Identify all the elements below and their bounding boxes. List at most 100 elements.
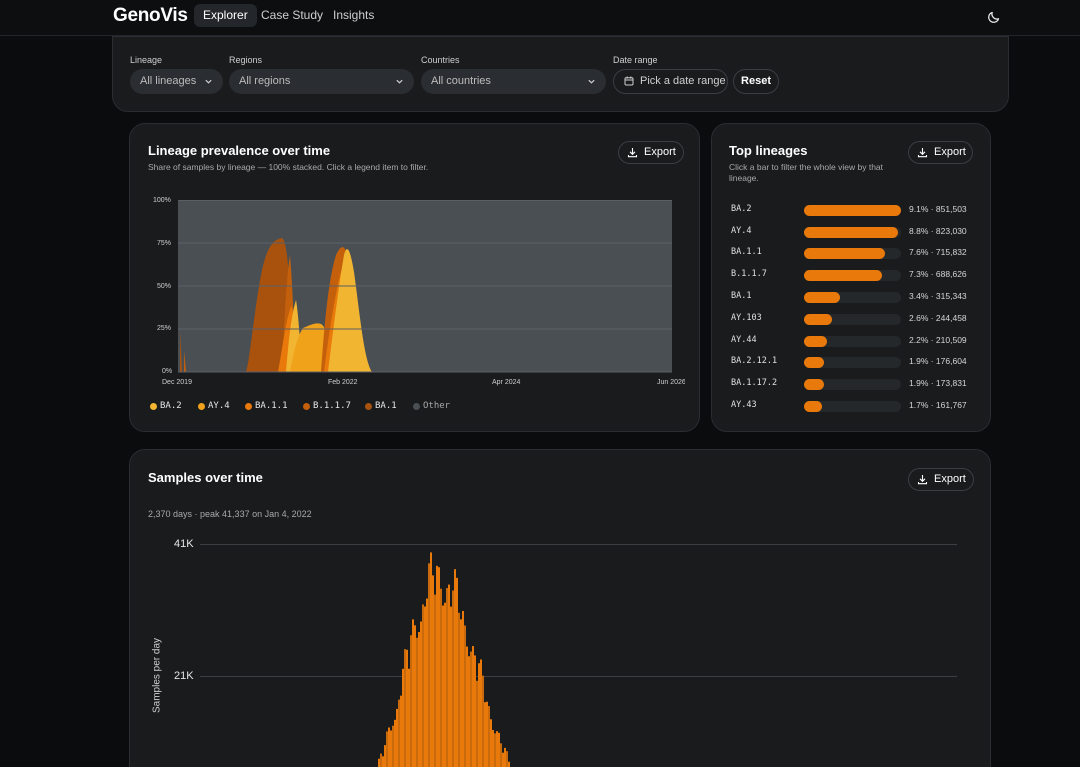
lineage-row[interactable]: AY.103 2.6% · 244,458 bbox=[731, 312, 976, 326]
lineage-row[interactable]: AY.4 8.8% · 823,030 bbox=[731, 225, 976, 239]
samples-bar[interactable] bbox=[470, 651, 472, 767]
samples-bar[interactable] bbox=[380, 753, 382, 767]
samples-bar[interactable] bbox=[496, 731, 498, 767]
samples-bar[interactable] bbox=[410, 635, 412, 767]
countries-select[interactable]: All countries bbox=[421, 69, 606, 94]
samples-bar[interactable] bbox=[400, 695, 402, 767]
samples-bar[interactable] bbox=[450, 606, 452, 767]
samples-bar[interactable] bbox=[460, 619, 462, 767]
top-lineages-export-button[interactable]: Export bbox=[908, 141, 973, 164]
samples-bar[interactable] bbox=[390, 730, 392, 767]
samples-bar[interactable] bbox=[384, 745, 386, 767]
lineage-value: 2.6% · 244,458 bbox=[909, 313, 967, 323]
samples-bar[interactable] bbox=[486, 701, 488, 767]
samples-bar[interactable] bbox=[392, 725, 394, 767]
samples-bar[interactable] bbox=[414, 625, 416, 767]
samples-bar[interactable] bbox=[424, 606, 426, 767]
date-range-picker[interactable]: Pick a date range bbox=[613, 69, 728, 94]
lineage-row[interactable]: BA.1 3.4% · 315,343 bbox=[731, 290, 976, 304]
legend-item-ba2[interactable]: BA.2 bbox=[150, 401, 182, 412]
samples-bar[interactable] bbox=[478, 663, 480, 767]
samples-bar[interactable] bbox=[468, 656, 470, 767]
lineage-row[interactable]: BA.1.1 7.6% · 715,832 bbox=[731, 246, 976, 260]
lineage-row[interactable]: BA.1.17.2 1.9% · 173,831 bbox=[731, 377, 976, 391]
samples-bar[interactable] bbox=[404, 649, 406, 767]
samples-bar[interactable] bbox=[408, 668, 410, 767]
samples-bar[interactable] bbox=[412, 619, 414, 767]
samples-bar[interactable] bbox=[504, 747, 506, 767]
samples-bar[interactable] bbox=[490, 719, 492, 767]
legend-item-ba1[interactable]: BA.1 bbox=[365, 401, 397, 412]
samples-bar[interactable] bbox=[416, 637, 418, 767]
samples-bar[interactable] bbox=[438, 567, 440, 767]
samples-bar[interactable] bbox=[396, 708, 398, 767]
tab-explorer[interactable]: Explorer bbox=[194, 4, 257, 27]
samples-bar[interactable] bbox=[402, 668, 404, 767]
samples-bar[interactable] bbox=[476, 680, 478, 767]
samples-bar[interactable] bbox=[494, 733, 496, 767]
lineage-row[interactable]: AY.43 1.7% · 161,767 bbox=[731, 399, 976, 413]
samples-bar[interactable] bbox=[508, 761, 510, 767]
samples-bar[interactable] bbox=[398, 699, 400, 767]
regions-select[interactable]: All regions bbox=[229, 69, 414, 94]
samples-bar[interactable] bbox=[440, 588, 442, 767]
samples-bar[interactable] bbox=[492, 730, 494, 767]
tab-case-study[interactable]: Case Study bbox=[261, 8, 324, 22]
samples-bar[interactable] bbox=[434, 594, 436, 767]
samples-bar[interactable] bbox=[502, 752, 504, 767]
samples-bar[interactable] bbox=[442, 605, 444, 767]
samples-export-button[interactable]: Export bbox=[908, 468, 974, 491]
samples-bar[interactable] bbox=[472, 646, 474, 767]
samples-bar[interactable] bbox=[388, 727, 390, 767]
samples-bar[interactable] bbox=[378, 758, 380, 767]
samples-bar[interactable] bbox=[462, 610, 464, 767]
samples-bar[interactable] bbox=[456, 577, 458, 767]
samples-bar[interactable] bbox=[406, 649, 408, 767]
samples-bar[interactable] bbox=[436, 565, 438, 767]
samples-bar[interactable] bbox=[500, 743, 502, 767]
reset-button[interactable]: Reset bbox=[733, 69, 779, 94]
lineage-name: B.1.1.7 bbox=[731, 269, 767, 279]
samples-bar[interactable] bbox=[420, 621, 422, 767]
samples-bar[interactable] bbox=[454, 569, 456, 767]
samples-bar[interactable] bbox=[498, 732, 500, 767]
samples-card: Samples over time Export 2,370 days · pe… bbox=[129, 449, 991, 767]
legend-item-b117[interactable]: B.1.1.7 bbox=[303, 401, 351, 412]
samples-bar[interactable] bbox=[474, 655, 476, 767]
samples-bar[interactable] bbox=[452, 590, 454, 767]
samples-bar[interactable] bbox=[482, 675, 484, 767]
prevalence-chart[interactable] bbox=[178, 200, 672, 373]
samples-bar[interactable] bbox=[446, 588, 448, 767]
legend-item-ay4[interactable]: AY.4 bbox=[198, 401, 230, 412]
samples-bar[interactable] bbox=[422, 604, 424, 767]
samples-bar[interactable] bbox=[418, 631, 420, 767]
lineage-row[interactable]: AY.44 2.2% · 210,509 bbox=[731, 334, 976, 348]
lineage-row[interactable]: BA.2.12.1 1.9% · 176,604 bbox=[731, 355, 976, 369]
samples-bar[interactable] bbox=[426, 598, 428, 767]
moon-icon[interactable] bbox=[987, 8, 1003, 24]
samples-bar[interactable] bbox=[428, 563, 430, 767]
samples-bar[interactable] bbox=[488, 706, 490, 767]
samples-bar[interactable] bbox=[466, 646, 468, 767]
samples-bar[interactable] bbox=[432, 575, 434, 767]
samples-bar[interactable] bbox=[506, 751, 508, 767]
samples-bar[interactable] bbox=[484, 702, 486, 767]
tab-insights[interactable]: Insights bbox=[333, 8, 375, 22]
samples-bar[interactable] bbox=[448, 584, 450, 767]
samples-bar[interactable] bbox=[458, 612, 460, 767]
samples-bar[interactable] bbox=[382, 756, 384, 767]
samples-bar[interactable] bbox=[480, 659, 482, 767]
lineage-select[interactable]: All lineages bbox=[130, 69, 223, 94]
prevalence-export-button[interactable]: Export bbox=[618, 141, 684, 164]
lineage-row[interactable]: BA.2 9.1% · 851,503 bbox=[731, 203, 976, 217]
samples-bar[interactable] bbox=[394, 719, 396, 767]
lineage-row[interactable]: B.1.1.7 7.3% · 688,626 bbox=[731, 268, 976, 282]
brand-logo[interactable]: GenoVis bbox=[113, 5, 188, 26]
legend-item-other[interactable]: Other bbox=[413, 401, 450, 412]
samples-bar[interactable] bbox=[464, 625, 466, 767]
samples-bar[interactable] bbox=[430, 552, 432, 767]
samples-bar[interactable] bbox=[386, 731, 388, 767]
samples-chart[interactable] bbox=[200, 540, 957, 767]
legend-item-ba11[interactable]: BA.1.1 bbox=[245, 401, 288, 412]
samples-bar[interactable] bbox=[444, 602, 446, 767]
